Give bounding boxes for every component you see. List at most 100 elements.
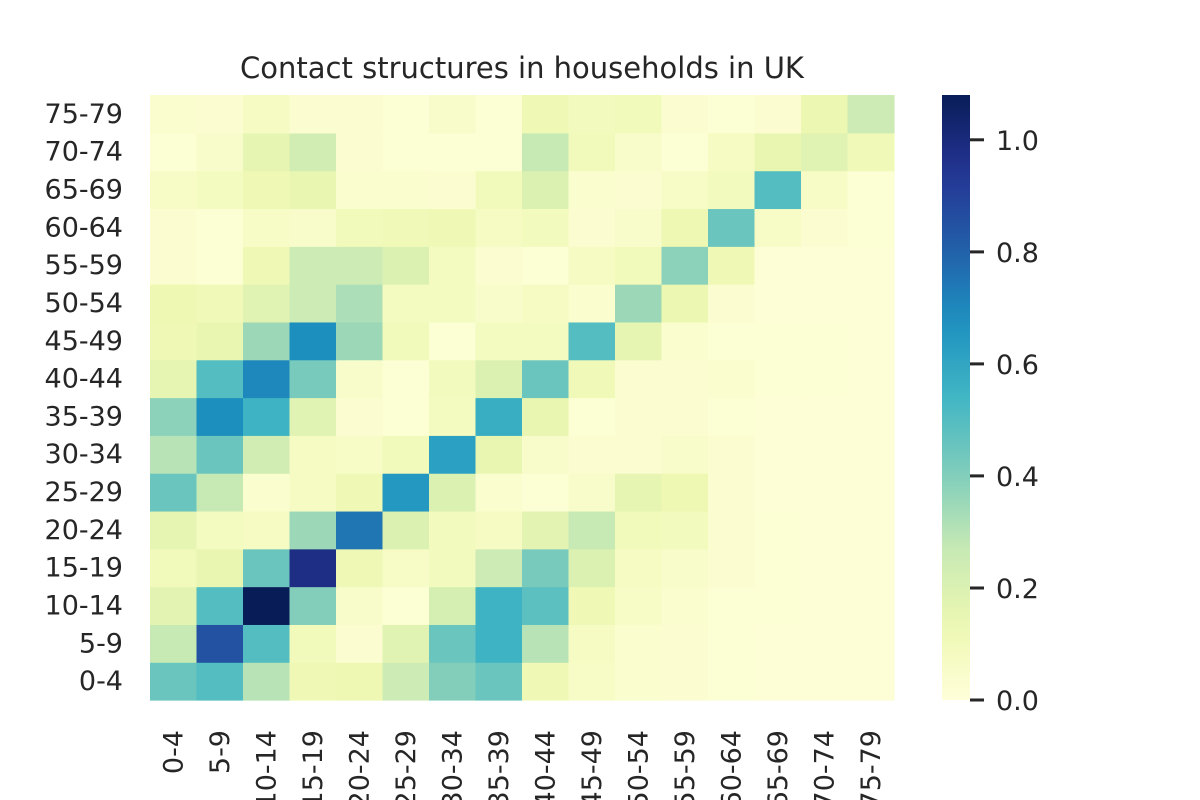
chart-title: Contact structures in households in UK <box>240 51 805 85</box>
heatmap-cell <box>150 95 198 134</box>
heatmap-cell <box>568 284 616 323</box>
heatmap-cell <box>568 359 616 399</box>
heatmap-cell <box>196 586 244 625</box>
heatmap-cell <box>708 662 756 701</box>
heatmap-cell <box>568 510 616 550</box>
y-tick-label: 25-29 <box>45 477 123 508</box>
heatmap-cell <box>754 473 802 512</box>
heatmap-cell <box>336 586 384 625</box>
heatmap-cell <box>289 624 337 663</box>
heatmap-cell <box>568 246 616 285</box>
heatmap-cell <box>289 321 337 361</box>
heatmap-cell <box>429 548 477 588</box>
heatmap-cell <box>661 132 709 172</box>
heatmap-cell <box>801 586 849 625</box>
heatmap-cell <box>150 246 198 285</box>
heatmap-cell <box>754 284 802 323</box>
heatmap-cell <box>196 548 244 588</box>
heatmap-cell <box>336 435 384 474</box>
heatmap-cell <box>382 397 430 436</box>
heatmap-cell <box>568 548 616 588</box>
heatmap-cell <box>196 662 244 701</box>
heatmap-cell <box>522 132 570 172</box>
heatmap-cell <box>196 321 244 361</box>
heatmap-cell <box>801 435 849 474</box>
heatmap-cell <box>847 473 895 512</box>
heatmap-cell <box>196 132 244 172</box>
heatmap-cell <box>847 95 895 134</box>
heatmap-cell <box>382 662 430 701</box>
x-tick-label: 10-14 <box>251 730 282 800</box>
heatmap-cell <box>708 397 756 436</box>
heatmap-cell <box>289 510 337 550</box>
heatmap-cell <box>196 95 244 134</box>
heatmap-cell <box>847 170 895 210</box>
heatmap-cell <box>801 473 849 512</box>
heatmap-cell <box>243 624 291 663</box>
heatmap-cell <box>615 624 663 663</box>
heatmap-cell <box>150 397 198 436</box>
heatmap-cell <box>615 246 663 285</box>
heatmap-cell <box>196 246 244 285</box>
heatmap-cell <box>615 359 663 399</box>
heatmap-cell <box>661 473 709 512</box>
heatmap-cell <box>196 510 244 550</box>
x-tick-label: 60-64 <box>716 730 747 800</box>
heatmap-cell <box>568 397 616 436</box>
y-tick-label: 5-9 <box>79 628 123 659</box>
heatmap-cell <box>289 397 337 436</box>
heatmap-cell <box>522 359 570 399</box>
heatmap-cell <box>429 435 477 474</box>
heatmap-cell <box>847 208 895 247</box>
heatmap-cell <box>475 132 523 172</box>
heatmap-cell <box>801 359 849 399</box>
heatmap-cell <box>429 397 477 436</box>
heatmap-cell <box>801 397 849 436</box>
heatmap-cell <box>708 586 756 625</box>
x-tick-label: 55-59 <box>670 730 701 800</box>
heatmap-cell <box>150 662 198 701</box>
heatmap-cell <box>661 246 709 285</box>
heatmap-cell <box>661 397 709 436</box>
x-tick-label: 40-44 <box>530 730 561 800</box>
heatmap-cell <box>708 95 756 134</box>
heatmap-cell <box>196 284 244 323</box>
heatmap-cell <box>243 284 291 323</box>
heatmap-cell <box>708 435 756 474</box>
heatmap-cell <box>336 321 384 361</box>
heatmap-cell <box>615 510 663 550</box>
heatmap-cell <box>615 473 663 512</box>
heatmap-cell <box>708 473 756 512</box>
heatmap-cell <box>150 170 198 210</box>
heatmap-cell <box>754 208 802 247</box>
heatmap-cell <box>150 473 198 512</box>
heatmap-cell <box>336 624 384 663</box>
heatmap-cell <box>661 284 709 323</box>
heatmap-cell <box>568 435 616 474</box>
heatmap-cell <box>708 208 756 247</box>
heatmap-cell <box>336 170 384 210</box>
heatmap-cell <box>196 624 244 663</box>
heatmap-cell <box>754 586 802 625</box>
heatmap-cell <box>429 662 477 701</box>
heatmap-cell <box>801 95 849 134</box>
heatmap-cell <box>801 284 849 323</box>
heatmap-cell <box>196 170 244 210</box>
heatmap-cell <box>336 95 384 134</box>
heatmap-cell <box>568 95 616 134</box>
heatmap-cell <box>336 473 384 512</box>
heatmap-cell <box>289 132 337 172</box>
heatmap-cell <box>847 284 895 323</box>
heatmap-cell <box>289 548 337 588</box>
heatmap-cell <box>243 95 291 134</box>
heatmap-cell <box>243 246 291 285</box>
heatmap-cell <box>289 473 337 512</box>
heatmap-cell <box>568 624 616 663</box>
heatmap-cell <box>243 435 291 474</box>
heatmap-cell <box>522 435 570 474</box>
colorbar-tick-label: 0.0 <box>996 686 1039 717</box>
x-tick-label: 45-49 <box>577 730 608 800</box>
heatmap-cell <box>708 284 756 323</box>
heatmap-cell <box>708 624 756 663</box>
heatmap-cell <box>615 95 663 134</box>
